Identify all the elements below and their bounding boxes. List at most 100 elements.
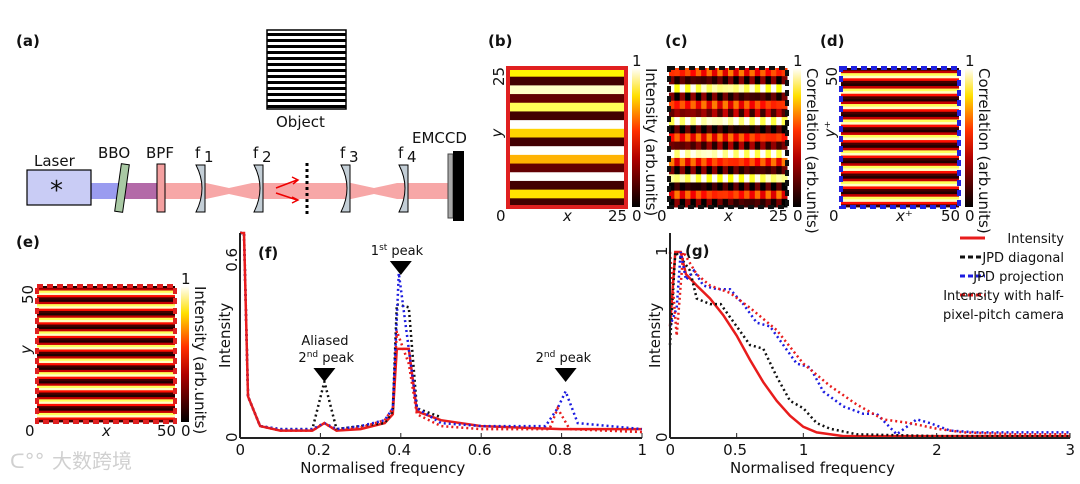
- heatmap-cell: [760, 190, 767, 200]
- heatmap-cell: [749, 68, 756, 77]
- heatmap-stripe: [37, 304, 175, 307]
- lens-label-f3: f: [340, 144, 346, 162]
- heatmap-cell: [679, 108, 686, 118]
- heatmap-cell: [508, 180, 627, 191]
- heatmap-stripe: [37, 415, 175, 418]
- colorbar-tick-max: 1: [632, 52, 642, 70]
- heatmap-cell: [728, 100, 734, 110]
- heatmap-cell: [679, 157, 686, 167]
- heatmap-cell: [738, 84, 745, 94]
- heatmap-stripe: [841, 86, 959, 89]
- colorbar-tick-min: 0: [632, 207, 642, 225]
- heatmap-cell: [706, 117, 713, 126]
- grating-stripe: [267, 57, 346, 60]
- heatmap-stripe: [841, 145, 959, 149]
- panel-label-g: (g): [685, 242, 709, 260]
- heatmap-cell: [717, 100, 724, 110]
- heatmap-cell: [749, 117, 756, 126]
- heatmap-cell: [760, 174, 767, 183]
- heatmap-cell: [701, 174, 708, 183]
- colorbar-tick-min: 0: [793, 207, 803, 225]
- heatmap-stripe: [37, 394, 175, 398]
- heatmap-stripe: [37, 286, 175, 289]
- heatmap-cell: [733, 190, 740, 200]
- heatmap-cell: [781, 76, 788, 85]
- heatmap-cell: [728, 190, 734, 200]
- heatmap-cell: [508, 76, 627, 86]
- y-tick-max: 50: [19, 285, 37, 304]
- heatmap-cell: [722, 149, 729, 159]
- heatmap-stripe: [37, 326, 175, 330]
- heatmap-cell: [690, 141, 697, 151]
- legend-label: JPD projection: [972, 270, 1064, 285]
- heatmap-cell: [695, 84, 702, 94]
- heatmap-cell: [722, 174, 729, 183]
- series-line-jpd-diagonal: [240, 231, 442, 431]
- heatmap-cell: [674, 157, 681, 167]
- heatmap-stripe: [841, 116, 959, 120]
- heatmap-cell: [722, 198, 729, 208]
- heatmap-cell: [674, 166, 681, 175]
- heatmap-cell: [728, 149, 734, 159]
- heatmap-cell: [679, 141, 686, 151]
- heatmap-cell: [690, 100, 697, 110]
- heatmap-cell: [690, 182, 697, 192]
- annotation-text: peak: [318, 351, 354, 366]
- heatmap-cell: [685, 125, 691, 134]
- y-axis-label: y: [488, 128, 506, 139]
- heatmap-stripe: [841, 150, 959, 154]
- heatmap-cell: [781, 84, 788, 94]
- peak-marker-triangle-icon: [389, 261, 412, 275]
- colorbar-label: Intensity (arb.units): [642, 68, 660, 216]
- grating-stripe: [267, 99, 346, 102]
- heatmap-cell: [754, 166, 761, 175]
- legend: Intensity JPD diagonal JPD projection Inten…: [943, 232, 1064, 323]
- heatmap-stripe: [37, 367, 175, 371]
- heatmap-stripe: [37, 383, 175, 387]
- heatmap-cell: [728, 157, 734, 167]
- heatmap-cell: [717, 133, 724, 143]
- x-axis-label: x⁺: [895, 207, 913, 225]
- heatmap-cell: [754, 100, 761, 110]
- heatmap-cell: [695, 141, 702, 151]
- heatmap-cell: [508, 94, 627, 104]
- colorbar: [793, 68, 801, 207]
- heatmap-cell: [776, 174, 783, 183]
- heatmap-cell: [776, 166, 783, 175]
- x-tick-label: 1: [799, 441, 809, 459]
- heatmap-stripe: [841, 129, 959, 133]
- heatmap-cell: [674, 141, 681, 151]
- heatmap-cell: [754, 190, 761, 200]
- heatmap-cell: [738, 125, 745, 134]
- heatmap-cell: [733, 76, 740, 85]
- heatmap-stripe: [37, 408, 175, 412]
- heatmap-cell: [722, 125, 729, 134]
- annotation-superscript: st: [379, 243, 388, 253]
- heatmap-stripe: [37, 322, 175, 325]
- heatmap-cell: [695, 157, 702, 167]
- heatmap-cell: [679, 68, 686, 77]
- heatmap-cell: [733, 198, 740, 208]
- peak-annotation: 1st peak: [371, 243, 424, 259]
- heatmap-cell: [738, 92, 745, 102]
- heatmap-cell: [765, 149, 772, 159]
- heatmap-cell: [744, 141, 750, 151]
- heatmap-cell: [695, 92, 702, 102]
- series-line-jpd-diagonal: [668, 248, 1070, 438]
- heatmap-cell: [749, 157, 756, 167]
- heatmap-cell: [744, 190, 750, 200]
- heatmap-cell: [690, 68, 697, 77]
- heatmap-cell: [738, 133, 745, 143]
- lens-label-f1: f: [195, 144, 201, 162]
- heatmap-stripe: [841, 106, 959, 110]
- heatmap-cell: [765, 92, 772, 102]
- heatmap-stripe: [37, 301, 175, 305]
- heatmap-cell: [744, 108, 750, 118]
- heatmap-cell: [738, 149, 745, 159]
- bbo-crystal: [114, 163, 130, 213]
- heatmap-border: [839, 66, 961, 209]
- heatmap-cell: [695, 76, 702, 85]
- heatmap-stripe: [37, 356, 175, 359]
- heatmap-cell: [776, 84, 783, 94]
